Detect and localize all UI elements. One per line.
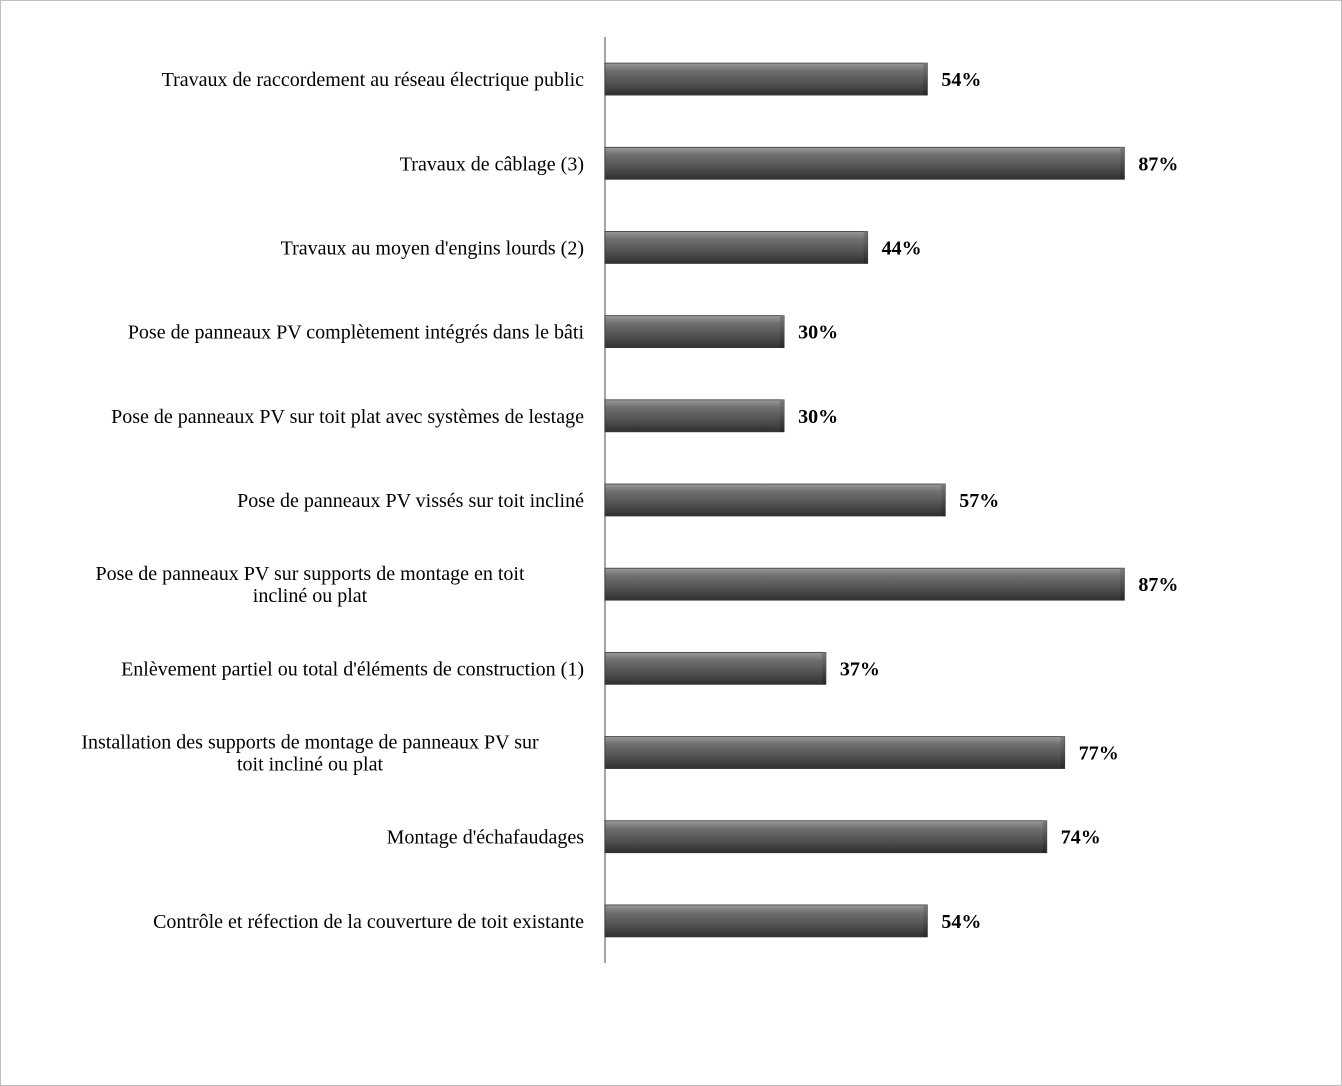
category-label: Travaux de raccordement au réseau électr… bbox=[162, 69, 585, 91]
category-label: Enlèvement partiel ou total d'éléments d… bbox=[121, 658, 584, 680]
bar bbox=[604, 904, 928, 938]
bar-end-cap bbox=[863, 231, 868, 264]
data-label: 54% bbox=[941, 911, 981, 933]
data-label: 87% bbox=[1138, 574, 1178, 596]
category-label: Pose de panneaux PV sur toit plat avec s… bbox=[111, 406, 584, 428]
category-label: Pose de panneaux PV complètement intégré… bbox=[128, 322, 585, 344]
bar-end-cap bbox=[941, 484, 946, 516]
category-label: Pose de panneaux PV sur supports de mont… bbox=[95, 563, 524, 607]
bar bbox=[604, 315, 785, 349]
bar bbox=[604, 567, 1125, 601]
category-label: Travaux de câblage (3) bbox=[400, 153, 584, 175]
category-label-line: Travaux de raccordement au réseau électr… bbox=[162, 69, 585, 91]
data-label: 77% bbox=[1079, 743, 1119, 765]
bar bbox=[604, 736, 1066, 769]
bar-end-cap bbox=[923, 904, 928, 937]
bar bbox=[604, 399, 785, 433]
category-label-line: Travaux au moyen d'engins lourds (2) bbox=[281, 237, 584, 259]
bar-end-cap bbox=[1042, 820, 1047, 853]
category-label: Pose de panneaux PV vissés sur toit incl… bbox=[237, 490, 584, 512]
data-label: 74% bbox=[1061, 827, 1101, 849]
category-label-line: Installation des supports de montage de … bbox=[81, 732, 539, 754]
category-label-line: toit incliné ou plat bbox=[237, 754, 384, 776]
category-label-line: incliné ou plat bbox=[253, 585, 368, 607]
category-label-line: Montage d'échafaudages bbox=[387, 827, 585, 849]
bar bbox=[604, 146, 1125, 180]
data-label: 37% bbox=[840, 658, 880, 680]
category-label-line: Pose de panneaux PV complètement intégré… bbox=[128, 322, 585, 344]
category-label-line: Travaux de câblage (3) bbox=[400, 153, 584, 175]
data-label: 44% bbox=[882, 237, 922, 259]
bar bbox=[604, 651, 827, 685]
bar-end-cap bbox=[923, 63, 928, 96]
category-label-line: Pose de panneaux PV vissés sur toit incl… bbox=[237, 490, 584, 512]
category-label: Contrôle et réfection de la couverture d… bbox=[153, 911, 584, 933]
bar-end-cap bbox=[1060, 736, 1065, 769]
bar bbox=[604, 483, 946, 517]
bar-end-cap bbox=[780, 315, 785, 348]
category-label-line: Pose de panneaux PV sur supports de mont… bbox=[95, 563, 524, 585]
data-label: 54% bbox=[941, 69, 981, 91]
bar-end-cap bbox=[1120, 147, 1125, 180]
bar-series: 54% Travaux de raccordement au réseau éle… bbox=[81, 62, 1178, 938]
category-label: Montage d'échafaudages bbox=[387, 827, 585, 849]
category-label-line: Enlèvement partiel ou total d'éléments d… bbox=[121, 658, 584, 680]
bar-end-cap bbox=[821, 652, 826, 685]
bar bbox=[604, 62, 928, 96]
data-label: 87% bbox=[1138, 153, 1178, 175]
data-label: 57% bbox=[959, 490, 999, 512]
category-label: Installation des supports de montage de … bbox=[81, 732, 539, 776]
data-label: 30% bbox=[798, 406, 838, 428]
bar bbox=[604, 231, 869, 264]
bar-end-cap bbox=[780, 399, 785, 432]
category-label-line: Pose de panneaux PV sur toit plat avec s… bbox=[111, 406, 584, 428]
data-label: 30% bbox=[798, 322, 838, 344]
category-label-line: Contrôle et réfection de la couverture d… bbox=[153, 911, 584, 933]
bar-end-cap bbox=[1120, 568, 1125, 601]
category-label: Travaux au moyen d'engins lourds (2) bbox=[281, 237, 584, 259]
bar bbox=[604, 820, 1048, 854]
